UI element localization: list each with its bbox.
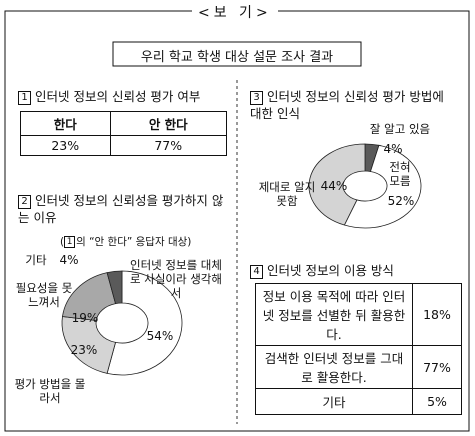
table-cell: 77% bbox=[109, 135, 228, 156]
pie-slice bbox=[343, 144, 422, 229]
main-title: 우리 학교 학생 대상 설문 조사 결과 bbox=[140, 50, 334, 65]
table-cell: 검색한 인터넷 정보를 그대로 활용한다. bbox=[255, 345, 413, 389]
section-header: 3 인터넷 정보의 신뢰성 평가 방법에 대한 인식 bbox=[250, 88, 455, 122]
pie-slice bbox=[308, 143, 366, 226]
pie-slice bbox=[61, 316, 117, 374]
slice-label: 기타 bbox=[25, 253, 47, 267]
note-open: ( bbox=[60, 236, 65, 248]
section-title: 인터넷 정보의 이용 방식 bbox=[267, 263, 394, 278]
section-title: 인터넷 정보의 신뢰성 평가 방법에 대한 인식 bbox=[250, 89, 444, 121]
note-ref: 1 bbox=[64, 236, 76, 248]
box-label: <보 기> bbox=[192, 2, 278, 22]
pie-slice bbox=[106, 270, 123, 305]
slice-label: 잘 알고 있음 bbox=[369, 122, 431, 136]
section-header: 2 인터넷 정보의 신뢰성을 평가하지 않는 이유 bbox=[18, 192, 233, 226]
section-header: 1 인터넷 정보의 신뢰성 평가 여부 bbox=[18, 88, 200, 105]
section-title: 인터넷 정보의 신뢰성 평가 여부 bbox=[35, 89, 201, 104]
table-header: 안 한다 bbox=[109, 111, 228, 136]
table: 한다 안 한다 23% 77% bbox=[20, 111, 228, 156]
table-cell: 18% bbox=[412, 283, 462, 346]
value-label: 23% bbox=[70, 343, 98, 357]
slice-label: 인터넷 정보를 대체로 사실이라 생각해서 bbox=[130, 258, 222, 300]
value-label: 19% bbox=[71, 311, 99, 325]
pie-slice bbox=[106, 270, 183, 376]
slice-label: 제대로 알지 못함 bbox=[258, 180, 316, 208]
section-header: 4 인터넷 정보의 이용 방식 bbox=[250, 262, 394, 279]
table-cell: 기타 bbox=[255, 388, 413, 415]
table-cell: 정보 이용 목적에 따라 인터넷 정보를 선별한 뒤 활용한다. bbox=[255, 283, 413, 346]
table: 정보 이용 목적에 따라 인터넷 정보를 선별한 뒤 활용한다. 18% 검색한 … bbox=[255, 283, 462, 415]
value-label: 4% bbox=[59, 253, 79, 267]
section-number: 3 bbox=[250, 91, 263, 105]
note-text: 의 “안 한다” 응답자 대상) bbox=[76, 236, 192, 248]
value-label: 52% bbox=[387, 194, 415, 208]
value-label: 4% bbox=[383, 142, 403, 156]
note: (1 의 “안 한다” 응답자 대상) bbox=[60, 234, 191, 249]
table-cell: 5% bbox=[412, 388, 462, 415]
table-cell: 77% bbox=[412, 345, 462, 389]
slice-label: 전혀 모름 bbox=[389, 160, 411, 188]
pies bbox=[61, 143, 422, 376]
section-number: 1 bbox=[18, 91, 31, 105]
table-cell: 23% bbox=[20, 135, 111, 156]
value-label: 44% bbox=[320, 179, 348, 193]
slice-label: 평가 방법을 몰라서 bbox=[14, 377, 86, 405]
section-number: 4 bbox=[250, 265, 263, 279]
value-label: 54% bbox=[146, 329, 174, 343]
section-title: 인터넷 정보의 신뢰성을 평가하지 않는 이유 bbox=[18, 193, 224, 225]
section-number: 2 bbox=[18, 195, 31, 209]
title-box bbox=[112, 41, 362, 67]
table-header: 한다 bbox=[20, 111, 111, 136]
slice-label: 필요성을 못 느껴서 bbox=[15, 281, 73, 309]
